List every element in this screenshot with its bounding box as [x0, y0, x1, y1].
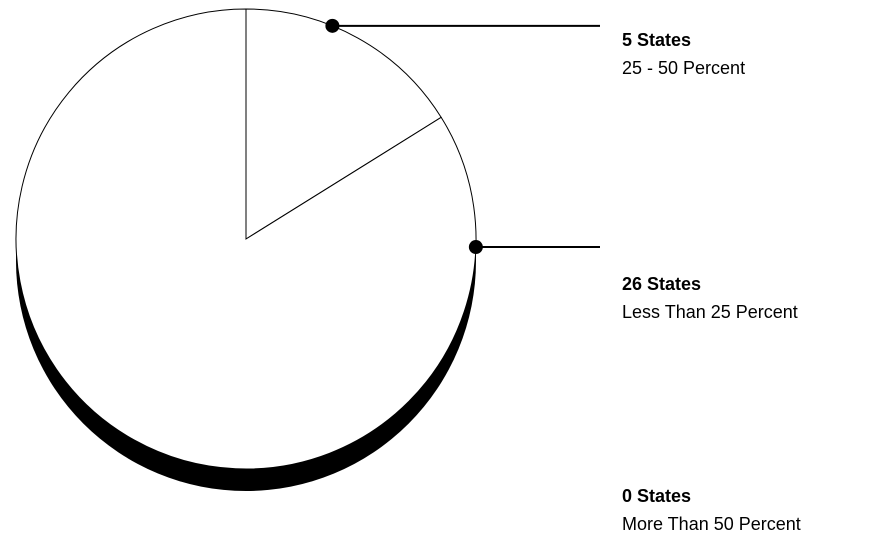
slice-count-label-1: 26 States [622, 274, 701, 294]
pie-slice-1 [15, 8, 477, 470]
pie-slice-0 [245, 8, 442, 240]
slice-range-label-1: Less Than 25 Percent [622, 302, 798, 322]
slice-count-label-0: 5 States [622, 30, 691, 50]
leader-dot-1 [468, 240, 483, 255]
slice-range-label-2: More Than 50 Percent [622, 514, 801, 534]
leader-lines [325, 18, 600, 255]
leader-dot-0 [325, 18, 340, 33]
slice-range-label-0: 25 - 50 Percent [622, 58, 745, 78]
slice-count-label-2: 0 States [622, 486, 691, 506]
pie-slices [15, 8, 477, 470]
slice-labels: 5 States 25 - 50 Percent 26 States Less Tha… [622, 30, 801, 534]
